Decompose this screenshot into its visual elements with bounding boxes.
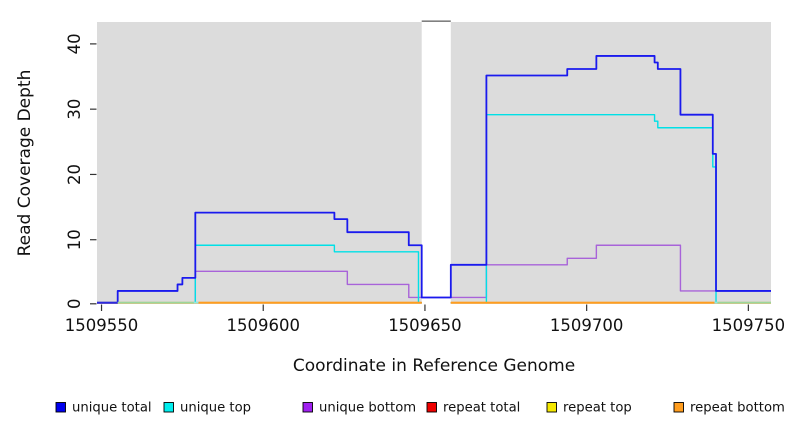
x-tick-label: 1509550	[65, 316, 139, 335]
legend-swatch-repeat-total	[426, 402, 437, 413]
y-axis-title: Read Coverage Depth	[15, 70, 35, 257]
y-tick-label: 10	[65, 229, 84, 250]
legend-swatch-unique-bottom	[302, 402, 313, 413]
legend-swatch-unique-total	[55, 402, 66, 413]
x-tick-label: 1509750	[712, 316, 786, 335]
y-tick-label: 0	[65, 299, 84, 310]
x-tick-label: 1509650	[388, 316, 462, 335]
y-tick-label: 40	[65, 33, 84, 54]
series-line-unique-total	[97, 55, 771, 304]
plot-background-layer	[97, 20, 771, 304]
series-lines-layer	[97, 55, 771, 304]
legend-swatch-repeat-top	[546, 402, 557, 413]
legend-label: unique total	[72, 401, 152, 416]
x-tick-label: 1509600	[226, 316, 300, 335]
legend-label: unique top	[180, 401, 251, 416]
shaded-read-region	[97, 22, 422, 304]
legend-label: repeat total	[443, 401, 520, 416]
y-tick-label: 30	[65, 99, 84, 120]
legend-label: repeat bottom	[690, 401, 785, 416]
legend-label: repeat top	[563, 401, 632, 416]
axes-layer: 1509550 1509600 1509650 1509700 1509750 0 10 20…	[65, 33, 785, 335]
x-tick-label: 1509700	[550, 316, 624, 335]
legend-swatch-repeat-bottom	[673, 402, 684, 413]
legend: unique total unique top unique bottom repea…	[55, 401, 785, 416]
shaded-read-region	[450, 22, 771, 304]
series-line-unique-top	[97, 244, 422, 304]
y-tick-label: 20	[65, 164, 84, 185]
legend-label: unique bottom	[319, 401, 416, 416]
legend-swatch-unique-top	[163, 402, 174, 413]
x-axis-title: Coordinate in Reference Genome	[293, 356, 575, 376]
